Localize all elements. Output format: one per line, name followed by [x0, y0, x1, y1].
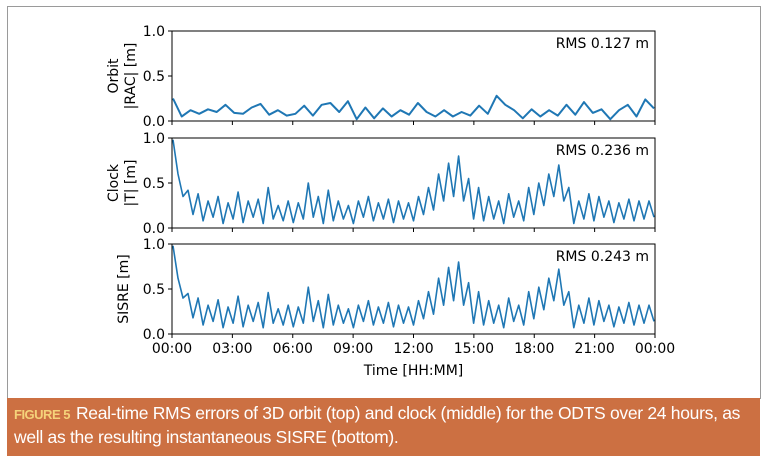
x-tick-label: 03:00 — [212, 341, 252, 357]
x-tick-label: 00:00 — [635, 341, 675, 357]
y-tick-label: 1.0 — [143, 237, 165, 253]
rms-annotation: RMS 0.236 m — [556, 143, 649, 159]
rms-annotation: RMS 0.243 m — [556, 249, 649, 265]
y-tick-label: 0.5 — [143, 176, 165, 192]
x-tick-label: 21:00 — [574, 341, 614, 357]
y-tick-label: 1.0 — [143, 24, 165, 40]
y-axis-label: Orbit — [106, 58, 122, 94]
y-axis-label: |RAC| [m] — [123, 43, 139, 110]
series-line-0 — [172, 94, 655, 121]
figure-caption: FIGURE 5 Real-time RMS errors of 3D orbit… — [7, 398, 760, 456]
y-axis-label: |T| [m] — [123, 160, 139, 207]
x-tick-label: 12:00 — [393, 341, 433, 357]
y-tick-label: 1.0 — [143, 131, 165, 147]
x-tick-label: 15:00 — [454, 341, 494, 357]
series-line-1 — [172, 139, 655, 225]
y-tick-label: 0.0 — [143, 114, 165, 130]
y-tick-label: 0.0 — [143, 327, 165, 343]
x-tick-label: 06:00 — [273, 341, 313, 357]
y-axis-label: Clock — [106, 163, 122, 202]
x-tick-label: 09:00 — [333, 341, 373, 357]
x-axis-label: Time [HH:MM] — [363, 363, 464, 379]
x-tick-label: 00:00 — [152, 341, 192, 357]
series-line-2 — [172, 245, 655, 329]
rms-annotation: RMS 0.127 m — [556, 36, 649, 52]
y-tick-label: 0.0 — [143, 221, 165, 237]
figure-label: FIGURE 5 — [14, 407, 70, 422]
caption-text: Real-time RMS errors of 3D orbit (top) a… — [14, 403, 741, 447]
y-tick-label: 0.5 — [143, 282, 165, 298]
x-tick-label: 18:00 — [514, 341, 554, 357]
y-tick-label: 0.5 — [143, 69, 165, 85]
y-axis-label: SISRE [m] — [116, 254, 132, 324]
